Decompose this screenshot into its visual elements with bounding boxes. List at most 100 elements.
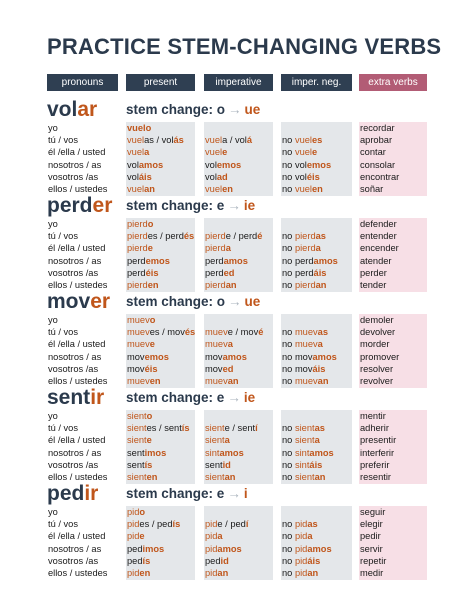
form-segment: á <box>246 135 253 146</box>
negative-cell: no muevas <box>281 326 352 338</box>
form-segment: no <box>282 147 295 158</box>
column-present: siento sientes / sentís siente sentimos sent… <box>126 410 195 485</box>
negative-cell: no pidamos <box>281 543 352 555</box>
imperative-cell: sentid <box>204 459 273 471</box>
form-segment: no <box>282 171 295 182</box>
present-cell: sienten <box>126 471 195 483</box>
imperative-cell: pidan <box>204 567 273 579</box>
extra-cell: atender <box>360 255 392 266</box>
extra-cell: resolver <box>360 363 394 374</box>
pronouns-cell: ellos / ustedes <box>48 567 108 578</box>
imperative-cell: pierdan <box>204 279 273 291</box>
pronouns-cell: nosotros / as <box>48 543 102 554</box>
stem-change-text: stem change: <box>126 198 214 213</box>
present-cell: pido <box>126 506 195 518</box>
stem-change-from: e <box>216 390 225 405</box>
form-segment: és <box>184 327 196 338</box>
arrow-right-icon: → <box>228 102 242 117</box>
stem-change-label: stem change: o → ue <box>126 102 260 117</box>
column-pronouns: yo tú / vos él /ella / usted nosotros / as v… <box>47 314 118 388</box>
pronouns-cell: vosotros /as <box>48 555 99 566</box>
pronouns-cell: yo <box>48 411 58 421</box>
pronouns-cell: yo <box>48 315 58 325</box>
form-segment: no <box>282 531 295 542</box>
form-segment: en <box>146 471 158 482</box>
extra-cell: revolver <box>360 375 394 386</box>
form-segment: sient <box>127 411 147 421</box>
negative-cell: no pidáis <box>281 555 352 567</box>
form-segment: é <box>257 231 263 242</box>
extra-cell: promover <box>360 351 400 362</box>
form-segment: ed <box>222 363 234 374</box>
column-pronouns: yo tú / vos él /ella / usted nosotros / as v… <box>47 506 118 580</box>
arrow-right-icon: → <box>227 198 241 213</box>
column-pronouns: yo tú / vos él /ella / usted nosotros / as v… <box>47 218 118 292</box>
present-cell: muevo <box>126 314 195 326</box>
present-cell: sentimos <box>126 447 195 459</box>
form-segment: pid <box>294 555 308 566</box>
form-segment: o <box>149 315 156 325</box>
form-segment: pierd <box>205 243 226 254</box>
extra-cell: adherir <box>360 423 389 434</box>
form-segment: emos <box>306 159 332 170</box>
header-pronouns: pronouns <box>47 74 118 91</box>
form-segment: e / mov <box>227 327 259 338</box>
extra-cell: pedir <box>360 531 381 542</box>
form-segment: áis <box>307 555 321 566</box>
form-segment: pid <box>127 519 140 530</box>
form-segment: pid <box>205 567 218 578</box>
extra-cell: encender <box>360 243 399 254</box>
pronouns-cell: yo <box>48 219 58 229</box>
negative-cell: no mováis <box>281 363 352 375</box>
header-imper-neg: imper. neg. <box>281 74 352 91</box>
imperative-cell: muevan <box>204 375 273 387</box>
form-segment: no <box>282 447 295 458</box>
verb-stem: sent <box>47 386 91 409</box>
form-segment: en <box>147 279 159 290</box>
present-cell: piden <box>126 567 195 579</box>
negative-cell: no sientas <box>281 422 352 434</box>
form-segment: no <box>282 159 295 170</box>
form-segment: pierd <box>205 279 226 290</box>
negative-cell: no pida <box>281 530 352 542</box>
stem-change-text: stem change: <box>126 486 214 501</box>
imperative-cell: siente / sentí <box>204 422 273 434</box>
form-segment: no <box>282 375 295 386</box>
imperative-cell: perdamos <box>204 255 273 267</box>
form-segment: no <box>282 135 295 146</box>
column-imperative: pierde / perdé pierda perdamos perded pierda… <box>204 218 273 293</box>
form-segment: pid <box>127 531 140 542</box>
form-segment: mov <box>127 363 145 374</box>
pronouns-cell: vosotros /as <box>48 363 99 374</box>
form-segment: es / ped <box>139 519 173 530</box>
arrow-right-icon: → <box>228 294 242 309</box>
form-segment: e <box>139 531 145 542</box>
present-cell: movéis <box>126 363 195 375</box>
negative-cell: no sienta <box>281 434 352 446</box>
verb-ending: er <box>92 194 113 217</box>
negative-cell: no pierda <box>281 242 352 254</box>
stem-change-to: ue <box>244 102 261 117</box>
extra-cell: repetir <box>360 555 387 566</box>
extra-cell: interferir <box>360 447 395 458</box>
form-segment: pid <box>205 519 218 530</box>
negative-cell: no voléis <box>281 171 352 183</box>
stem-change-text: stem change: <box>126 390 214 405</box>
form-segment: muev <box>127 375 150 386</box>
form-segment: as <box>307 519 318 530</box>
pronouns-cell: nosotros / as <box>48 255 102 266</box>
present-cell: pide <box>126 530 195 542</box>
form-segment: pid <box>294 567 308 578</box>
present-cell: voláis <box>126 171 195 183</box>
form-segment: as <box>314 423 325 434</box>
form-segment: sient <box>127 471 147 482</box>
form-segment: e / ped <box>217 519 246 530</box>
form-segment: an <box>144 183 155 194</box>
form-segment: amos <box>138 159 164 170</box>
form-segment: vuel <box>127 135 145 146</box>
form-segment: vol <box>127 171 139 182</box>
form-segment: a <box>144 147 150 158</box>
pronouns-cell: nosotros / as <box>48 159 102 170</box>
form-segment: éis <box>145 267 159 278</box>
form-segment: sient <box>294 471 315 482</box>
